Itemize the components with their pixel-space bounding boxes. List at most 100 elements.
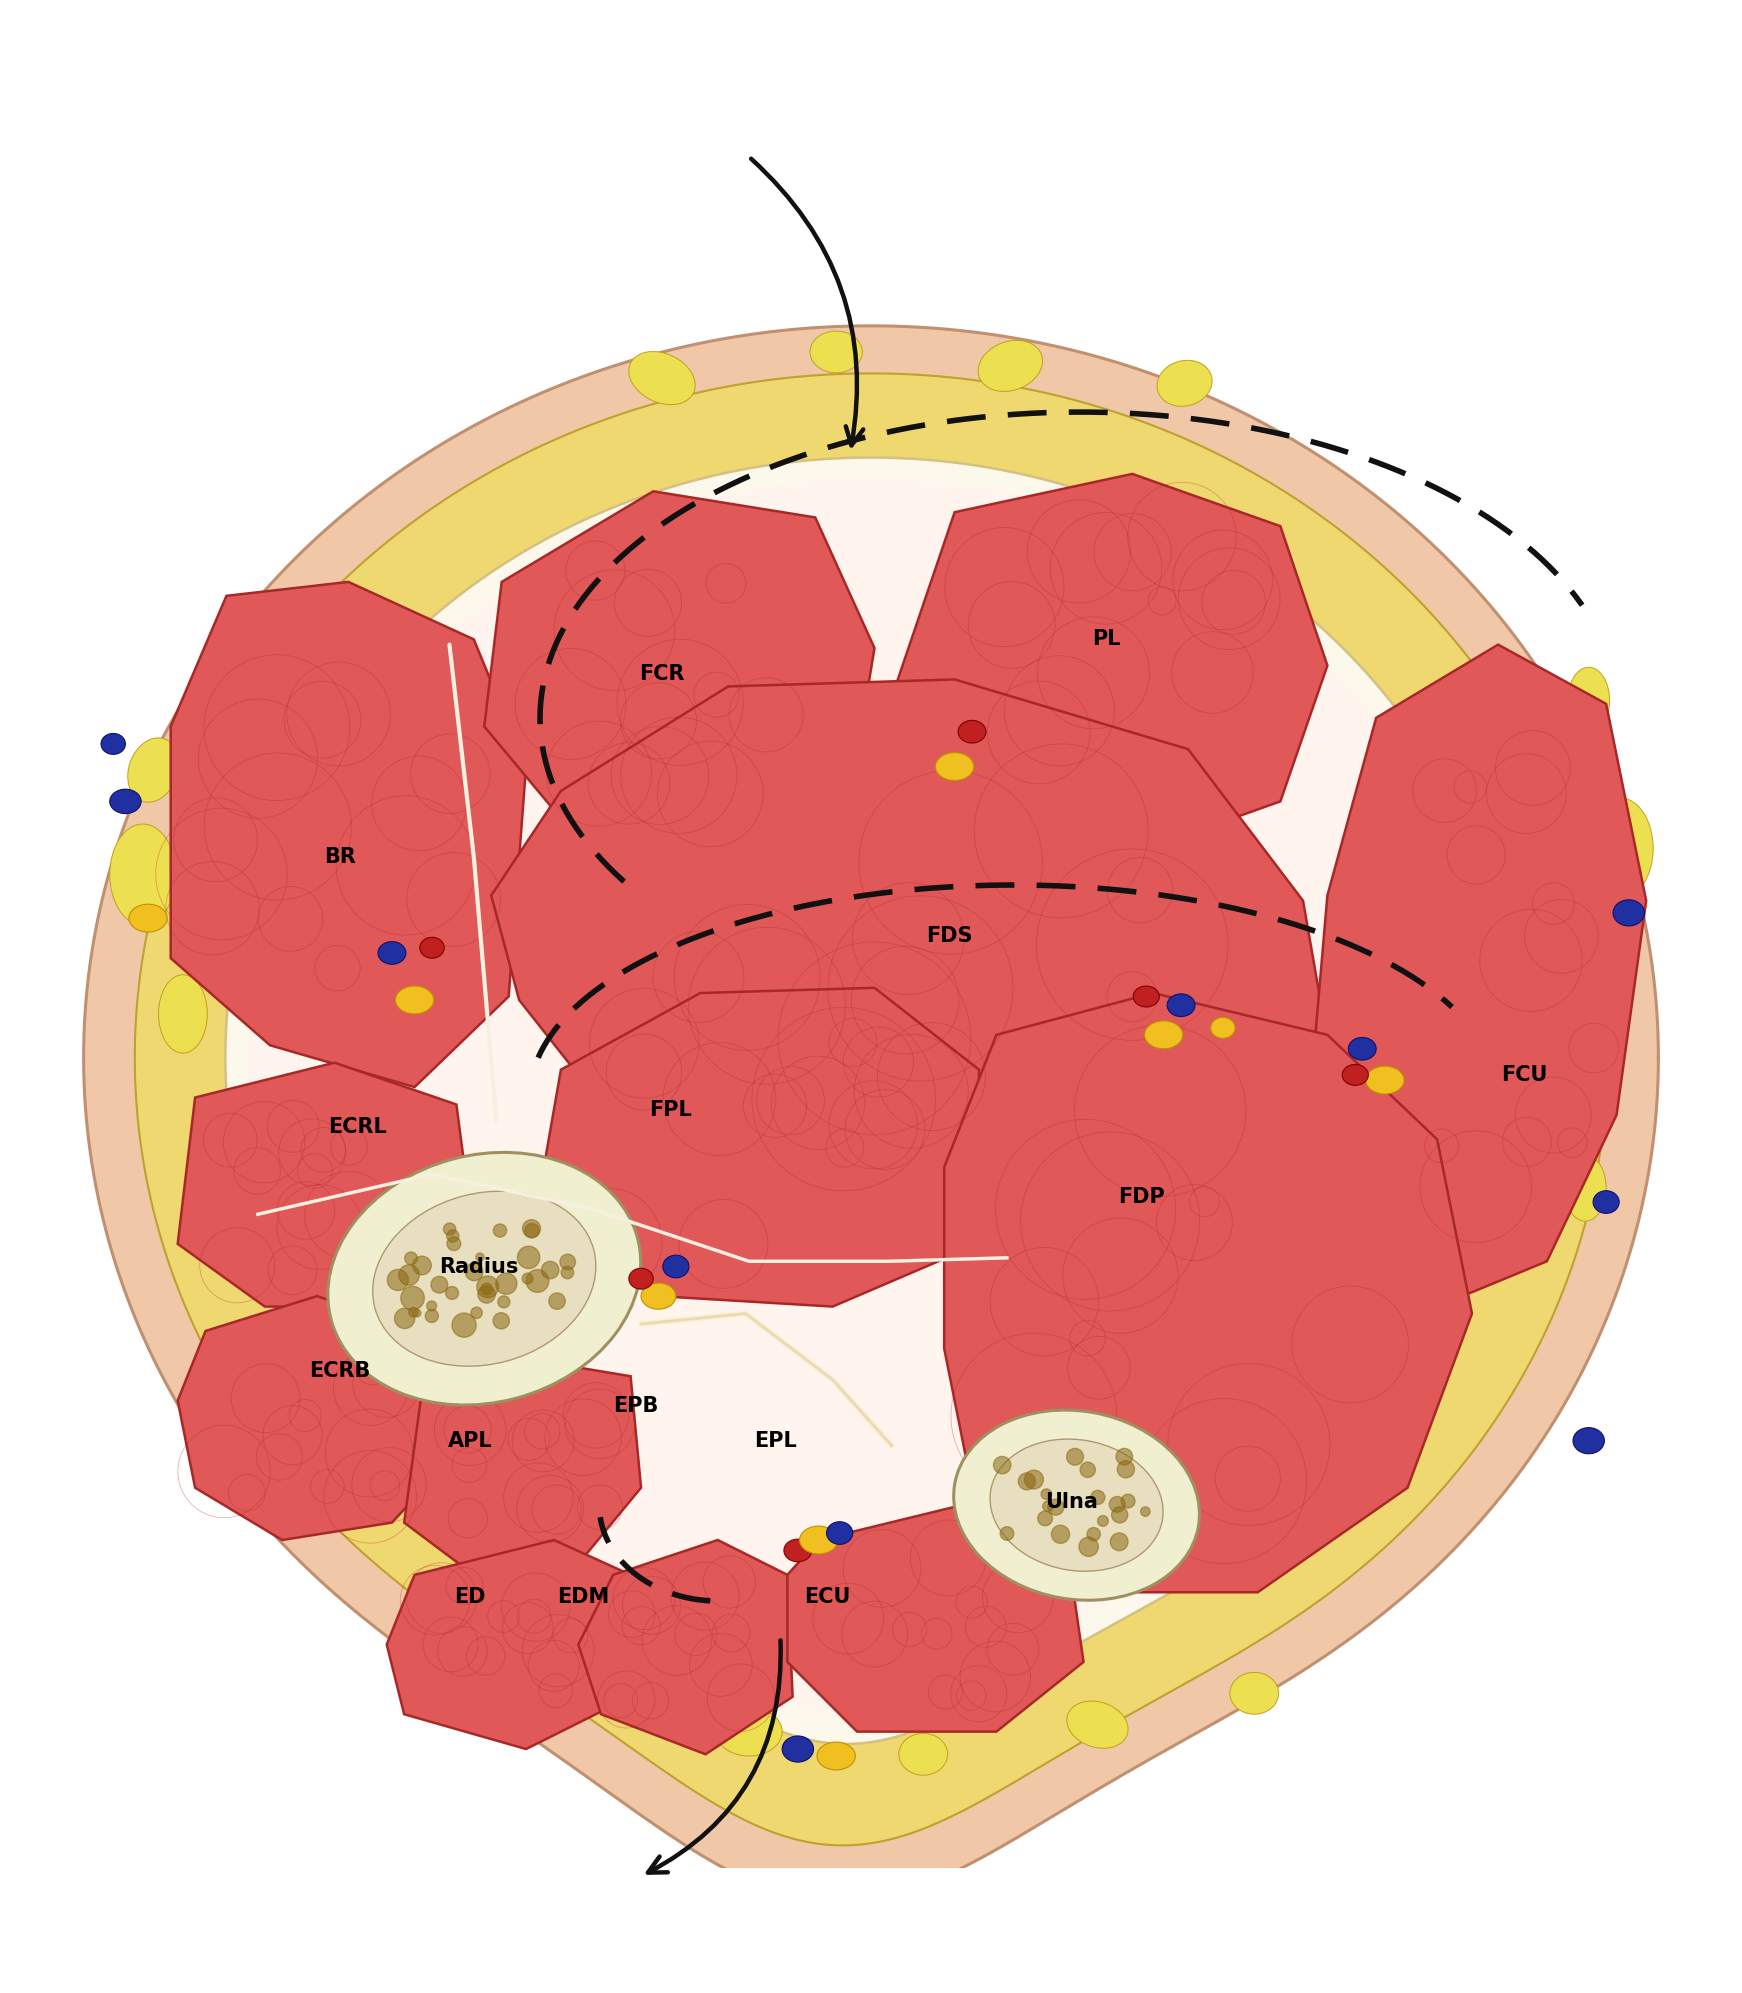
- Circle shape: [413, 1256, 432, 1276]
- Circle shape: [1110, 1497, 1125, 1513]
- Circle shape: [496, 1274, 517, 1293]
- Ellipse shape: [800, 1527, 838, 1555]
- Ellipse shape: [110, 823, 176, 925]
- Circle shape: [1078, 1537, 1097, 1557]
- Ellipse shape: [1592, 1190, 1620, 1214]
- Ellipse shape: [1211, 1016, 1235, 1038]
- Text: Ulna: Ulna: [1045, 1491, 1097, 1511]
- Ellipse shape: [784, 1539, 812, 1563]
- Circle shape: [993, 1457, 1010, 1473]
- Text: EDM: EDM: [557, 1588, 610, 1608]
- Ellipse shape: [826, 1523, 854, 1545]
- Ellipse shape: [782, 1736, 814, 1762]
- Circle shape: [477, 1276, 498, 1297]
- Polygon shape: [787, 1505, 1084, 1732]
- Circle shape: [1090, 1491, 1104, 1505]
- Polygon shape: [578, 1541, 793, 1754]
- Ellipse shape: [899, 1734, 948, 1776]
- Circle shape: [561, 1266, 573, 1280]
- Circle shape: [1087, 1527, 1101, 1541]
- Circle shape: [1000, 1527, 1014, 1541]
- Circle shape: [1038, 1511, 1052, 1527]
- Circle shape: [1110, 1533, 1129, 1551]
- Polygon shape: [1310, 644, 1646, 1307]
- Circle shape: [559, 1254, 575, 1270]
- Polygon shape: [84, 325, 1658, 1901]
- Ellipse shape: [1341, 1064, 1369, 1086]
- Polygon shape: [178, 1295, 456, 1541]
- Circle shape: [523, 1274, 533, 1283]
- Ellipse shape: [662, 1256, 690, 1278]
- Ellipse shape: [1366, 1066, 1404, 1094]
- Circle shape: [1066, 1449, 1084, 1465]
- Circle shape: [493, 1224, 507, 1238]
- Circle shape: [523, 1220, 540, 1238]
- Circle shape: [444, 1224, 456, 1236]
- Circle shape: [549, 1293, 564, 1309]
- Ellipse shape: [101, 733, 125, 755]
- Circle shape: [1024, 1471, 1043, 1489]
- Text: FCU: FCU: [1502, 1064, 1547, 1084]
- Circle shape: [477, 1285, 495, 1303]
- Circle shape: [409, 1307, 418, 1317]
- Circle shape: [524, 1224, 540, 1238]
- Ellipse shape: [1066, 1702, 1129, 1748]
- Circle shape: [427, 1301, 437, 1311]
- Polygon shape: [178, 1062, 474, 1307]
- Circle shape: [413, 1309, 422, 1317]
- Circle shape: [1052, 1525, 1070, 1543]
- Circle shape: [1043, 1501, 1054, 1511]
- Polygon shape: [892, 474, 1327, 857]
- Ellipse shape: [127, 737, 179, 803]
- Ellipse shape: [716, 1708, 782, 1756]
- Ellipse shape: [159, 975, 207, 1052]
- Circle shape: [1117, 1461, 1134, 1479]
- Ellipse shape: [373, 1192, 596, 1367]
- Ellipse shape: [1167, 995, 1195, 1016]
- Circle shape: [446, 1285, 458, 1299]
- Circle shape: [476, 1254, 484, 1262]
- Ellipse shape: [629, 1268, 653, 1289]
- Circle shape: [481, 1283, 493, 1295]
- Polygon shape: [404, 1359, 641, 1574]
- Text: ECRL: ECRL: [327, 1118, 387, 1138]
- Ellipse shape: [1348, 1038, 1376, 1060]
- Circle shape: [465, 1264, 483, 1281]
- Ellipse shape: [1132, 987, 1160, 1006]
- Circle shape: [498, 1295, 510, 1307]
- Ellipse shape: [629, 351, 695, 405]
- Text: ECU: ECU: [805, 1588, 850, 1608]
- Circle shape: [526, 1270, 549, 1291]
- Ellipse shape: [817, 1742, 855, 1770]
- Circle shape: [1047, 1499, 1064, 1515]
- Circle shape: [1122, 1495, 1136, 1509]
- Text: FCR: FCR: [639, 664, 685, 684]
- Ellipse shape: [989, 1439, 1164, 1570]
- Circle shape: [470, 1307, 483, 1319]
- Text: FDS: FDS: [927, 925, 972, 945]
- Ellipse shape: [327, 1152, 641, 1405]
- Ellipse shape: [1582, 963, 1631, 1030]
- Circle shape: [446, 1230, 458, 1242]
- Ellipse shape: [1564, 1156, 1606, 1222]
- Ellipse shape: [1613, 899, 1644, 927]
- Circle shape: [401, 1285, 425, 1309]
- Ellipse shape: [110, 789, 141, 813]
- Circle shape: [404, 1252, 418, 1266]
- Circle shape: [387, 1270, 408, 1291]
- Text: EPL: EPL: [754, 1431, 796, 1451]
- Ellipse shape: [1587, 797, 1653, 899]
- Ellipse shape: [1157, 361, 1212, 407]
- Polygon shape: [387, 1541, 631, 1750]
- Circle shape: [1097, 1515, 1108, 1527]
- Ellipse shape: [1230, 1672, 1279, 1714]
- Text: Radius: Radius: [439, 1256, 519, 1276]
- Ellipse shape: [953, 1411, 1200, 1600]
- Text: FPL: FPL: [650, 1100, 692, 1120]
- Circle shape: [1080, 1463, 1096, 1477]
- Ellipse shape: [420, 937, 444, 959]
- Polygon shape: [249, 480, 1493, 1714]
- Polygon shape: [537, 989, 979, 1307]
- Circle shape: [425, 1309, 439, 1323]
- Polygon shape: [491, 680, 1327, 1210]
